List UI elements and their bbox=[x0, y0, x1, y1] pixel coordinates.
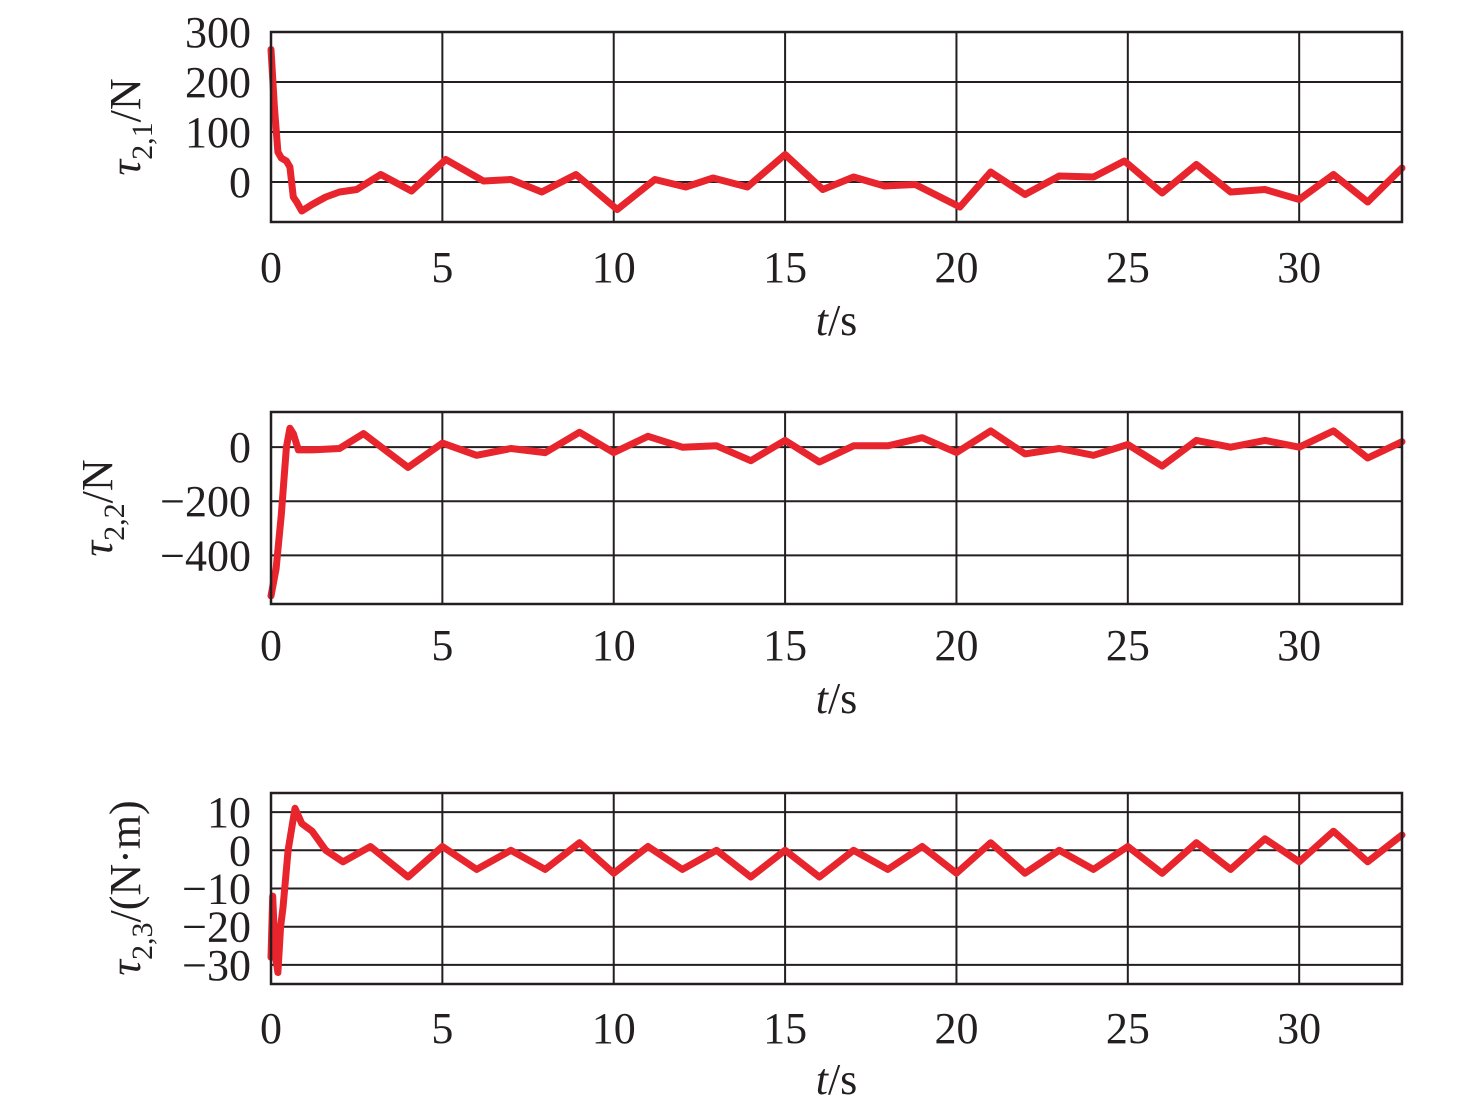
x-tick-label: 10 bbox=[592, 243, 636, 292]
x-tick-label: 5 bbox=[431, 1004, 453, 1053]
y-tick-label: 0 bbox=[229, 826, 251, 875]
x-axis-title: t/s bbox=[816, 296, 858, 345]
x-tick-label: 15 bbox=[763, 621, 807, 670]
plot-frame bbox=[269, 30, 1404, 224]
x-tick-label: 30 bbox=[1277, 621, 1321, 670]
x-tick-label: 20 bbox=[934, 1004, 978, 1053]
y-tick-label: −20 bbox=[182, 903, 251, 952]
panel-tau-2-2: 0 5 10 15 20 25 30 −400 −200 0 t/s τ2,2/N bbox=[73, 410, 1406, 723]
y-tick-label: 300 bbox=[185, 8, 251, 57]
y-axis-title: τ2,3/(N·m) bbox=[101, 800, 159, 975]
plot-frame bbox=[269, 791, 1404, 986]
y-tick-label: −400 bbox=[160, 531, 251, 580]
x-tick-label: 30 bbox=[1277, 1004, 1321, 1053]
x-tick-label: 25 bbox=[1106, 621, 1150, 670]
y-axis-title: τ2,1/N bbox=[101, 78, 159, 175]
x-tick-label: 5 bbox=[431, 621, 453, 670]
y-tick-label: −200 bbox=[160, 477, 251, 526]
x-tick-label: 10 bbox=[592, 621, 636, 670]
x-tick-label: 10 bbox=[592, 1004, 636, 1053]
x-tick-label: 25 bbox=[1106, 243, 1150, 292]
series-line bbox=[267, 424, 1406, 600]
x-tick-label: 25 bbox=[1106, 1004, 1150, 1053]
x-tick-label: 20 bbox=[934, 243, 978, 292]
y-tick-label: −30 bbox=[182, 941, 251, 990]
y-axis-title: τ2,2/N bbox=[73, 459, 131, 556]
x-axis-title: t/s bbox=[816, 1055, 858, 1104]
x-tick-label: 20 bbox=[934, 621, 978, 670]
x-tick-label: 30 bbox=[1277, 243, 1321, 292]
y-tick-label: 100 bbox=[185, 108, 251, 157]
x-tick-label: 5 bbox=[431, 243, 453, 292]
series-line bbox=[267, 804, 1406, 976]
y-tick-label: −10 bbox=[182, 865, 251, 914]
y-tick-label: 0 bbox=[229, 423, 251, 472]
plot-frame bbox=[269, 410, 1404, 606]
x-tick-label: 0 bbox=[260, 621, 282, 670]
x-tick-label: 15 bbox=[763, 1004, 807, 1053]
y-tick-label: 200 bbox=[185, 58, 251, 107]
y-tick-label: 0 bbox=[229, 158, 251, 207]
series-line bbox=[267, 46, 1406, 215]
x-axis-title: t/s bbox=[816, 674, 858, 723]
x-tick-label: 0 bbox=[260, 243, 282, 292]
x-tick-label: 15 bbox=[763, 243, 807, 292]
x-tick-label: 0 bbox=[260, 1004, 282, 1053]
y-tick-label: 10 bbox=[207, 788, 251, 837]
